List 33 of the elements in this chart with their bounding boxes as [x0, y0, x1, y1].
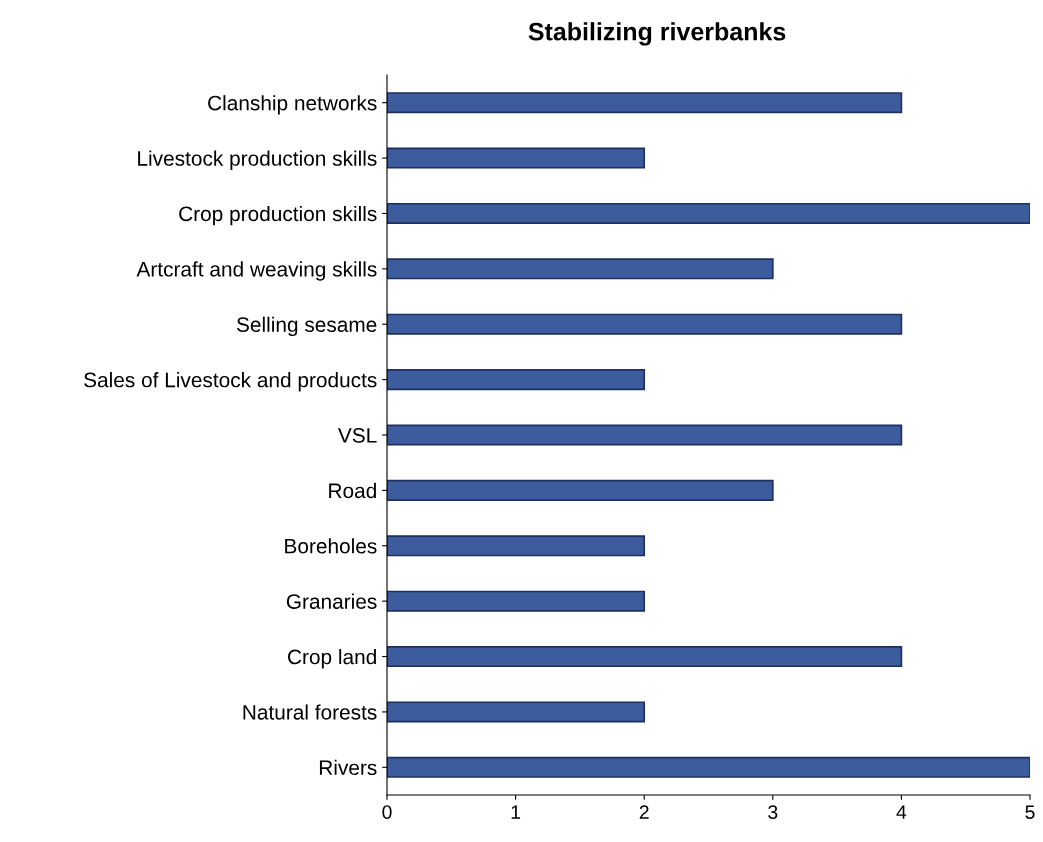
bar: [387, 147, 646, 169]
y-tick-label: Clanship networks: [208, 95, 377, 115]
y-tick-label: Boreholes: [285, 538, 377, 554]
chart-title: Stabilizing riverbanks: [528, 22, 786, 46]
x-tick-label: 0: [382, 805, 392, 819]
y-tick-label: VSL: [337, 428, 377, 443]
x-tick-label: 4: [896, 805, 907, 819]
bar: [387, 424, 903, 446]
y-tick-label: Natural forests: [243, 704, 377, 720]
bar: [387, 590, 646, 612]
y-tick-label: Crop production skills: [179, 205, 377, 226]
y-tick-label: Rivers: [319, 759, 377, 776]
x-tick-label: 1: [511, 805, 521, 819]
x-tick-label: 3: [768, 805, 778, 819]
bar: [387, 756, 1030, 778]
bar: [387, 369, 646, 391]
bar: [387, 535, 646, 557]
bar: [387, 258, 774, 280]
bar: [387, 202, 1030, 224]
bar: [387, 701, 646, 723]
bar: [387, 92, 903, 114]
y-tick-label: Road: [329, 482, 376, 499]
x-tick-label: 5: [1025, 805, 1035, 819]
y-tick-label: Artcraft and weaving skills: [136, 261, 377, 281]
x-tick-label: 2: [639, 805, 649, 819]
y-tick-label: Crop land: [288, 648, 376, 669]
y-tick-label: Selling sesame: [236, 316, 377, 337]
bar: [387, 313, 903, 335]
y-tick-label: Livestock production skills: [138, 150, 377, 170]
y-tick-label: Sales of Livestock and products: [84, 372, 377, 392]
bar: [387, 646, 903, 668]
bar: [387, 479, 774, 501]
y-tick-label: Granaries: [286, 593, 377, 609]
